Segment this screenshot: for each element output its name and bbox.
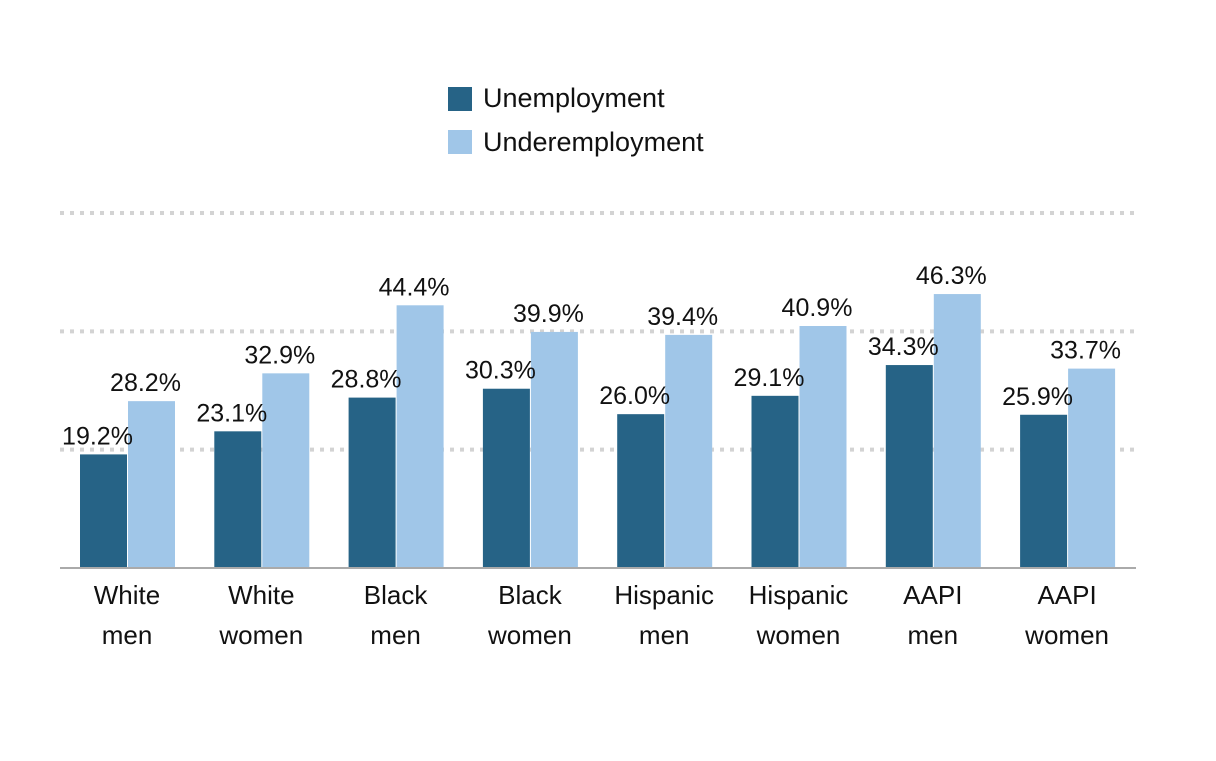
- x-tick-label-black-women-line-1: Black: [498, 580, 563, 610]
- bar-unemployment-aapi-men: [885, 365, 933, 568]
- bar-unemployment-white-women: [214, 431, 262, 568]
- x-tick-label-aapi-men-line-2: men: [908, 620, 959, 650]
- bar-unemployment-hispanic-women: [751, 395, 799, 568]
- bar-unemployment-black-men: [348, 397, 396, 568]
- bar-underemployment-aapi-women: [1068, 368, 1116, 568]
- x-tick-label-hispanic-men-line-2: men: [639, 620, 690, 650]
- bar-unemployment-white-men: [80, 454, 127, 568]
- bar-underemployment-black-women: [530, 331, 578, 568]
- data-label-underemployment-white-women: 32.9%: [244, 341, 315, 369]
- bar-unemployment-aapi-women: [1020, 414, 1068, 568]
- bar-underemployment-white-women: [262, 373, 310, 568]
- data-label-underemployment-hispanic-men: 39.4%: [647, 303, 718, 331]
- data-label-unemployment-aapi-women: 25.9%: [1002, 383, 1073, 411]
- bars: [80, 294, 1116, 568]
- x-tick-label-aapi-women-line-1: AAPI: [1037, 580, 1096, 610]
- x-tick-label-white-men-line-2: men: [102, 620, 153, 650]
- data-label-unemployment-black-women: 30.3%: [465, 357, 536, 385]
- x-tick-label-white-men-line-1: White: [94, 580, 160, 610]
- data-label-unemployment-hispanic-women: 29.1%: [734, 364, 805, 392]
- category-labels: White men White women Black men Black women Hisp…: [94, 580, 1109, 650]
- x-tick-label-hispanic-women-line-2: women: [756, 620, 841, 650]
- legend-swatch-unemployment: [448, 87, 472, 111]
- bar-underemployment-aapi-men: [933, 294, 981, 568]
- bar-underemployment-hispanic-women: [799, 326, 847, 568]
- x-tick-label-black-women-line-2: women: [487, 620, 572, 650]
- data-label-unemployment-hispanic-men: 26.0%: [599, 382, 670, 410]
- bar-underemployment-hispanic-men: [665, 334, 713, 568]
- x-tick-label-hispanic-women-line-1: Hispanic: [749, 580, 849, 610]
- x-tick-label-black-men-line-1: Black: [364, 580, 429, 610]
- data-label-underemployment-hispanic-women: 40.9%: [782, 294, 853, 322]
- x-tick-label-hispanic-men-line-1: Hispanic: [614, 580, 714, 610]
- x-tick-label-black-men-line-2: men: [370, 620, 421, 650]
- bar-unemployment-black-women: [482, 388, 530, 568]
- legend-label-unemployment: Unemployment: [483, 83, 665, 113]
- x-tick-label-white-women-line-1: White: [228, 580, 294, 610]
- legend-label-underemployment: Underemployment: [483, 127, 704, 157]
- data-label-unemployment-aapi-men: 34.3%: [868, 333, 939, 361]
- x-tick-label-white-women-line-2: women: [218, 620, 303, 650]
- data-label-underemployment-aapi-women: 33.7%: [1050, 337, 1121, 365]
- data-label-unemployment-white-women: 23.1%: [196, 399, 267, 427]
- legend: Unemployment Underemployment: [448, 83, 704, 157]
- bar-unemployment-hispanic-men: [617, 414, 665, 568]
- bar-underemployment-black-men: [396, 305, 444, 568]
- x-tick-label-aapi-women-line-2: women: [1024, 620, 1109, 650]
- data-label-underemployment-black-women: 39.9%: [513, 300, 584, 328]
- x-tick-label-aapi-men-line-1: AAPI: [903, 580, 962, 610]
- data-label-underemployment-aapi-men: 46.3%: [916, 262, 987, 290]
- data-label-unemployment-black-men: 28.8%: [331, 366, 402, 394]
- bar-underemployment-white-men: [128, 401, 175, 568]
- data-labels: 19.2% 28.2% 23.1% 32.9% 28.8% 44.4% 30.3% 39.9%…: [62, 262, 1121, 450]
- data-label-underemployment-black-men: 44.4%: [379, 273, 450, 301]
- legend-swatch-underemployment: [448, 130, 472, 154]
- data-label-underemployment-white-men: 28.2%: [110, 369, 181, 397]
- data-label-unemployment-white-men: 19.2%: [62, 422, 133, 450]
